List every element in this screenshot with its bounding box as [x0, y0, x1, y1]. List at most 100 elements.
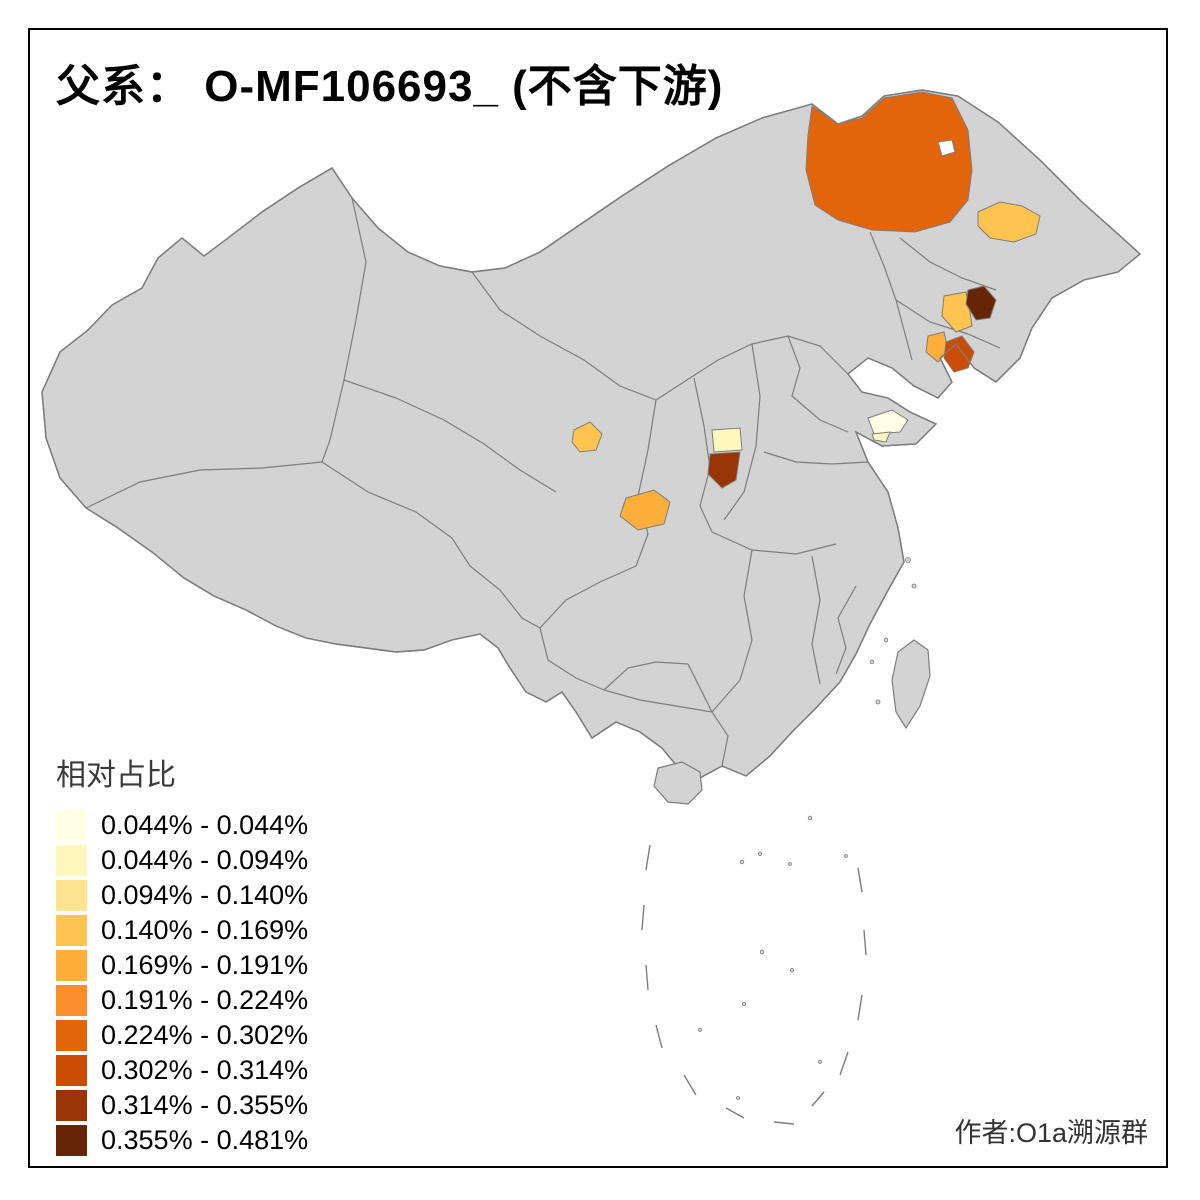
legend-swatch: [56, 880, 87, 911]
border-heilongjiang-jilin: [899, 237, 997, 291]
legend-label: 0.302% - 0.314%: [101, 1055, 309, 1085]
dash-segment: [857, 994, 863, 1021]
border-xinjiang-east: [321, 197, 367, 463]
border-guizhou: [603, 661, 689, 691]
island-speck: [807, 815, 813, 821]
taiwan-island: [891, 639, 931, 730]
coastline: [41, 89, 1142, 779]
region-dandong: [943, 335, 975, 373]
legend-swatch: [56, 1125, 87, 1156]
legend-item: 0.140% - 0.169%: [56, 913, 308, 948]
region-gansu-patch: [571, 421, 603, 453]
legend-label: 0.355% - 0.481%: [101, 1125, 309, 1155]
island-speck: [742, 1002, 746, 1006]
border-guangxi-guangdong: [687, 663, 729, 767]
region-jilin-light: [941, 291, 973, 333]
legend-label: 0.094% - 0.140%: [101, 880, 309, 910]
border-innermongolia-northeast: [869, 231, 913, 361]
border-hunan: [739, 549, 753, 681]
legend-label: 0.169% - 0.191%: [101, 950, 309, 980]
legend-swatch: [56, 810, 87, 841]
region-shanxi-light: [711, 427, 743, 453]
island-speck: [788, 862, 792, 866]
legend-label: 0.224% - 0.302%: [101, 1020, 309, 1050]
region-shaanxi-south: [619, 489, 671, 531]
dash-segment: [857, 867, 863, 893]
island-speck: [759, 949, 765, 955]
legend-swatch: [56, 1020, 87, 1051]
region-shandong-pale2: [871, 431, 891, 443]
legend-label: 0.191% - 0.224%: [101, 985, 309, 1015]
border-shandong-south: [763, 451, 869, 465]
border-beijing-area: [787, 335, 849, 433]
island-speck: [739, 859, 745, 865]
border-xinjiang-south: [85, 461, 323, 509]
legend-swatch: [56, 985, 87, 1016]
island-speck: [790, 968, 794, 972]
island-speck: [869, 659, 875, 665]
island-speck: [736, 1096, 740, 1100]
legend-item: 0.044% - 0.094%: [56, 843, 308, 878]
border-sichuan-west: [469, 565, 541, 629]
legend-item: 0.355% - 0.481%: [56, 1123, 308, 1158]
legend-swatch: [56, 950, 87, 981]
legend-swatch: [56, 1090, 87, 1121]
legend-item: 0.169% - 0.191%: [56, 948, 308, 983]
dash-segment: [683, 1074, 697, 1096]
credit-text: 作者:O1a溯源群: [954, 1118, 1148, 1148]
dash-segment: [863, 929, 867, 956]
province-borders: [85, 197, 1001, 767]
island-speck: [875, 699, 881, 705]
border-hebei-shanxi: [723, 343, 761, 521]
island-speck: [905, 557, 911, 563]
island-speck: [911, 583, 917, 589]
legend-swatch: [56, 845, 87, 876]
legend-label: 0.140% - 0.169%: [101, 915, 309, 945]
dash-segment: [811, 1091, 825, 1107]
legend-item: 0.094% - 0.140%: [56, 878, 308, 913]
dash-segment: [773, 1121, 795, 1125]
border-henan-hubei: [711, 531, 837, 555]
map-title: 父系： O-MF106693_ (不含下游): [56, 62, 724, 111]
border-jiangxi: [811, 555, 821, 685]
nine-dash-line: [641, 844, 867, 1125]
dash-segment: [645, 844, 651, 871]
legend-swatch: [56, 915, 87, 946]
border-qinghai-north: [343, 379, 557, 493]
legend-title: 相对占比: [56, 759, 176, 792]
region-shanxi-dark: [707, 451, 741, 489]
dash-segment: [655, 1024, 663, 1049]
border-southern: [603, 679, 741, 713]
legend-label: 0.044% - 0.094%: [101, 845, 309, 875]
legend-item: 0.302% - 0.314%: [56, 1053, 308, 1088]
legend-label: 0.044% - 0.044%: [101, 810, 309, 840]
legend-item: 0.191% - 0.224%: [56, 983, 308, 1018]
border-jilin-liaoning: [895, 299, 1001, 349]
border-hexi-corridor: [471, 271, 657, 401]
legend: 相对占比 0.044% - 0.044% 0.044% - 0.094% 0.0…: [56, 750, 308, 1158]
region-qiqihar: [977, 201, 1041, 243]
dash-segment: [641, 904, 645, 931]
legend-items: 0.044% - 0.044% 0.044% - 0.094% 0.094% -…: [56, 808, 308, 1158]
hulunbuir-city-enclave: [937, 139, 956, 157]
legend-item: 0.314% - 0.355%: [56, 1088, 308, 1123]
legend-label: 0.314% - 0.355%: [101, 1090, 309, 1120]
small-islands: [698, 557, 917, 1100]
dash-segment: [725, 1107, 745, 1119]
legend-item: 0.044% - 0.044%: [56, 808, 308, 843]
region-jilin-dark: [965, 285, 997, 321]
island-speck: [758, 852, 762, 856]
region-hulunbuir: [805, 91, 973, 233]
region-shandong-pale: [867, 409, 909, 435]
dash-segment: [645, 964, 649, 991]
island-speck: [883, 637, 889, 643]
border-zhejiang-fujian: [835, 585, 857, 675]
island-speck: [818, 1060, 822, 1064]
border-tibet-qinghai: [321, 461, 471, 567]
island-speck: [844, 854, 848, 858]
highlight-regions: [571, 91, 1041, 531]
island-speck: [698, 1028, 702, 1032]
dash-segment: [839, 1051, 849, 1076]
